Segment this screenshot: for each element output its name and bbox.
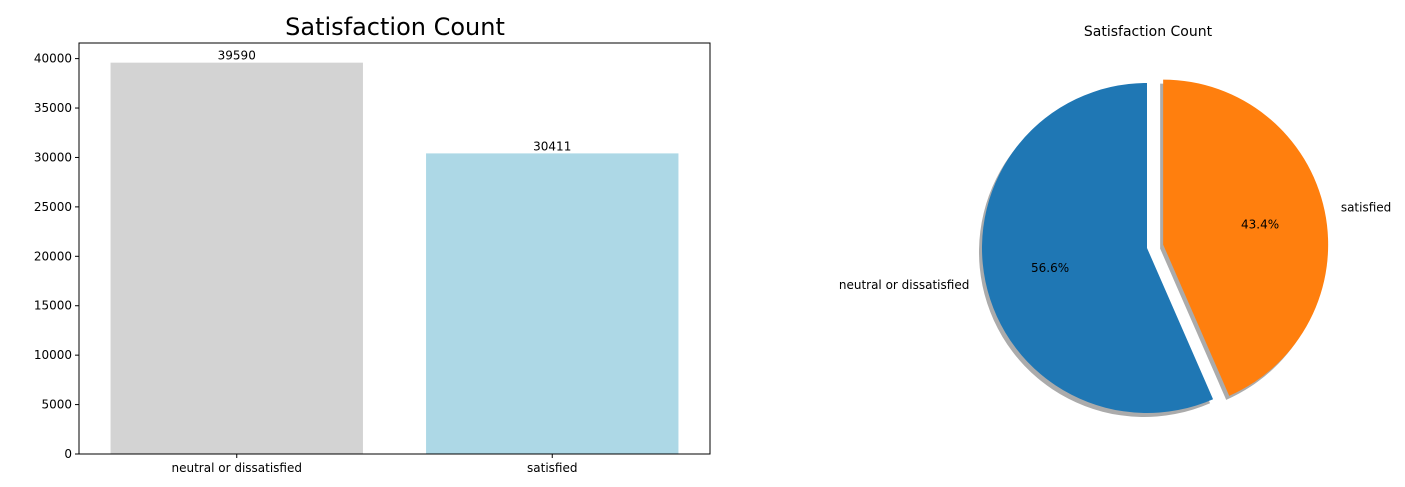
- bar-plot-frame: [78, 42, 711, 455]
- bar-chart: Satisfaction Count 0 5000 10000 15000 20000 2…: [34, 13, 711, 475]
- y-tick-label: 5000: [41, 398, 72, 412]
- pie-category-label: neutral or dissatisfied: [839, 278, 969, 292]
- bar-chart-title: Satisfaction Count: [285, 13, 505, 41]
- pie-labels: neutral or dissatisfied 56.6% satisfied 43.…: [839, 201, 1391, 293]
- bar-neutral-or-dissatisfied: [110, 62, 363, 455]
- pie-wedges: [981, 79, 1329, 414]
- pie-wedge-neutral-or-dissatisfied: [981, 83, 1214, 414]
- x-tick-label: neutral or dissatisfied: [172, 461, 302, 475]
- pie-percent-label: 43.4%: [1241, 217, 1279, 231]
- y-tick-label: 35000: [34, 101, 72, 115]
- y-tick-label: 30000: [34, 150, 72, 164]
- y-tick-label: 0: [64, 447, 72, 461]
- bar-marks: [110, 62, 679, 455]
- pie-wedge-satisfied: [1163, 79, 1329, 396]
- bar-data-label: 30411: [533, 139, 571, 153]
- bar-data-label: 39590: [218, 49, 256, 63]
- pie-chart-title: Satisfaction Count: [1084, 24, 1213, 40]
- bar-y-axis: 0 5000 10000 15000 20000 25000 30000 35000 40000: [34, 52, 79, 461]
- y-tick-label: 40000: [34, 52, 72, 66]
- pie-chart: Satisfaction Count neutral or dissatisfi…: [839, 24, 1391, 417]
- y-tick-label: 15000: [34, 299, 72, 313]
- y-tick-label: 10000: [34, 348, 72, 362]
- pie-percent-label: 56.6%: [1031, 261, 1069, 275]
- y-tick-label: 25000: [34, 200, 72, 214]
- pie-category-label: satisfied: [1341, 201, 1391, 215]
- bar-x-axis: neutral or dissatisfied satisfied: [172, 454, 577, 475]
- bar-data-labels: 39590 30411: [218, 49, 572, 154]
- bar-satisfied: [426, 153, 679, 454]
- y-tick-label: 20000: [34, 249, 72, 263]
- x-tick-label: satisfied: [527, 461, 577, 475]
